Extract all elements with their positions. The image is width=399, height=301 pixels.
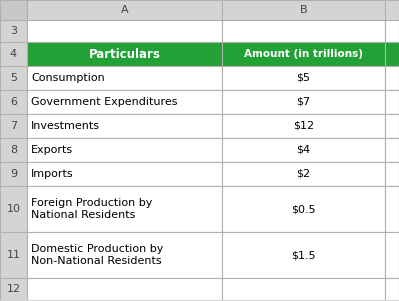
Bar	[0, 42, 27, 66]
Text: $4: $4	[296, 145, 310, 155]
Bar	[222, 278, 385, 300]
Bar	[222, 162, 385, 186]
Text: 11: 11	[6, 250, 20, 260]
Bar	[27, 66, 222, 90]
Bar	[222, 232, 385, 278]
Text: Foreign Production by
National Residents: Foreign Production by National Residents	[31, 198, 152, 220]
Bar	[0, 90, 27, 114]
Text: Consumption: Consumption	[31, 73, 105, 83]
Text: 9: 9	[10, 169, 17, 179]
Bar	[385, 232, 399, 278]
Bar	[385, 114, 399, 138]
Bar	[222, 20, 385, 42]
Text: 8: 8	[10, 145, 17, 155]
Bar	[27, 42, 222, 66]
Bar	[0, 20, 27, 42]
Text: 7: 7	[10, 121, 17, 131]
Text: 10: 10	[6, 204, 20, 214]
Bar	[27, 278, 222, 300]
Text: Investments: Investments	[31, 121, 100, 131]
Text: Amount (in trillions): Amount (in trillions)	[244, 49, 363, 59]
Text: 4: 4	[10, 49, 17, 59]
Bar	[385, 20, 399, 42]
Bar	[27, 138, 222, 162]
Text: $5: $5	[296, 73, 310, 83]
Text: Government Expenditures: Government Expenditures	[31, 97, 178, 107]
Text: B: B	[300, 5, 307, 15]
Text: Domestic Production by
Non-National Residents: Domestic Production by Non-National Resi…	[31, 244, 163, 266]
Text: Imports: Imports	[31, 169, 74, 179]
Bar	[0, 0, 27, 20]
Bar	[0, 300, 399, 301]
Bar	[385, 278, 399, 300]
Bar	[385, 186, 399, 232]
Text: 6: 6	[10, 97, 17, 107]
Text: Exports: Exports	[31, 145, 73, 155]
Bar	[0, 162, 27, 186]
Text: Particulars: Particulars	[89, 48, 160, 61]
Text: $0.5: $0.5	[291, 204, 316, 214]
Bar	[0, 186, 27, 232]
Bar	[27, 232, 222, 278]
Bar	[385, 42, 399, 66]
Text: $1.5: $1.5	[291, 250, 316, 260]
Bar	[0, 232, 27, 278]
Bar	[385, 138, 399, 162]
Bar	[222, 42, 385, 66]
Bar	[0, 66, 27, 90]
Bar	[222, 0, 385, 20]
Bar	[222, 90, 385, 114]
Bar	[222, 66, 385, 90]
Bar	[0, 278, 27, 300]
Bar	[27, 20, 222, 42]
Text: 12: 12	[6, 284, 21, 294]
Bar	[27, 0, 222, 20]
Bar	[385, 66, 399, 90]
Text: $12: $12	[293, 121, 314, 131]
Bar	[385, 162, 399, 186]
Bar	[27, 186, 222, 232]
Bar	[27, 114, 222, 138]
Bar	[222, 114, 385, 138]
Bar	[0, 114, 27, 138]
Bar	[222, 138, 385, 162]
Bar	[0, 138, 27, 162]
Text: 5: 5	[10, 73, 17, 83]
Bar	[222, 186, 385, 232]
Text: 3: 3	[10, 26, 17, 36]
Text: $2: $2	[296, 169, 310, 179]
Text: $7: $7	[296, 97, 310, 107]
Bar	[385, 0, 399, 20]
Bar	[27, 162, 222, 186]
Bar	[27, 90, 222, 114]
Bar	[385, 90, 399, 114]
Text: A: A	[120, 5, 128, 15]
